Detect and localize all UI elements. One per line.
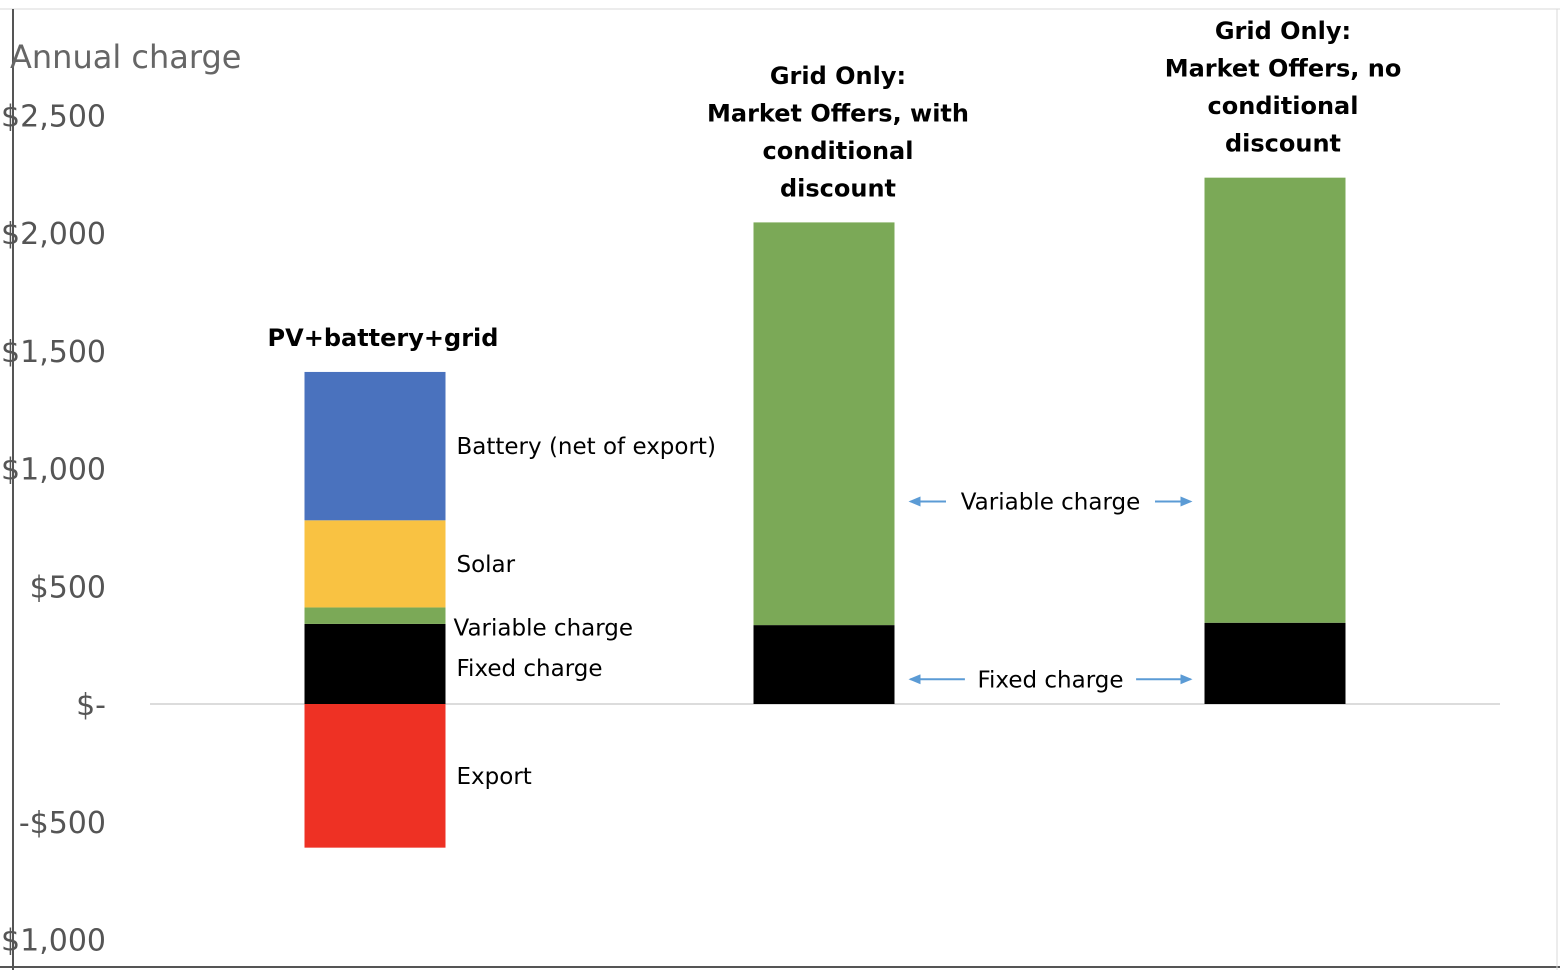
y-tick-label: $2,500 <box>1 99 106 134</box>
bar-segment-variable-charge <box>753 222 895 626</box>
bar-title-line: PV+battery+grid <box>268 324 499 352</box>
bar-segment-fixed-charge <box>304 623 446 704</box>
bar-title-line: Market Offers, no <box>1165 55 1402 83</box>
y-tick-label: $1,500 <box>1 335 106 370</box>
bar-segment-variable-charge <box>304 607 446 624</box>
bar-segment-battery-net-of-export- <box>304 371 446 521</box>
segment-label: Battery (net of export) <box>457 434 716 460</box>
bar-title-line: conditional <box>1208 92 1359 120</box>
y-tick-label: -$500 <box>19 806 106 841</box>
y-tick-label: -$1,000 <box>0 924 106 959</box>
y-tick-label: $1,000 <box>1 453 106 488</box>
segment-label: Export <box>457 764 532 790</box>
bar-segment-fixed-charge <box>753 625 895 704</box>
y-tick-label: $500 <box>30 570 106 605</box>
segment-label: Fixed charge <box>457 656 603 682</box>
segment-label: Variable charge <box>454 615 634 641</box>
bar-title-line: discount <box>1225 130 1341 158</box>
bar-title-line: discount <box>780 174 896 202</box>
bar-title-line: conditional <box>763 137 914 165</box>
bar-segment-variable-charge <box>1204 177 1346 623</box>
segment-label: Solar <box>457 552 516 578</box>
bar-title-line: Grid Only: <box>770 62 906 90</box>
y-tick-label: $2,000 <box>1 217 106 252</box>
bar-title-line: Grid Only: <box>1215 17 1351 45</box>
bar-segment-solar <box>304 520 446 608</box>
y-axis-title: Annual charge <box>10 38 241 76</box>
annotation-label: Fixed charge <box>977 667 1123 693</box>
y-tick-label: $- <box>76 688 106 723</box>
annotation-label: Variable charge <box>961 489 1141 515</box>
bar-segment-fixed-charge <box>1204 622 1346 704</box>
bar-segment-export <box>304 704 446 848</box>
bar-title-line: Market Offers, with <box>707 99 969 127</box>
